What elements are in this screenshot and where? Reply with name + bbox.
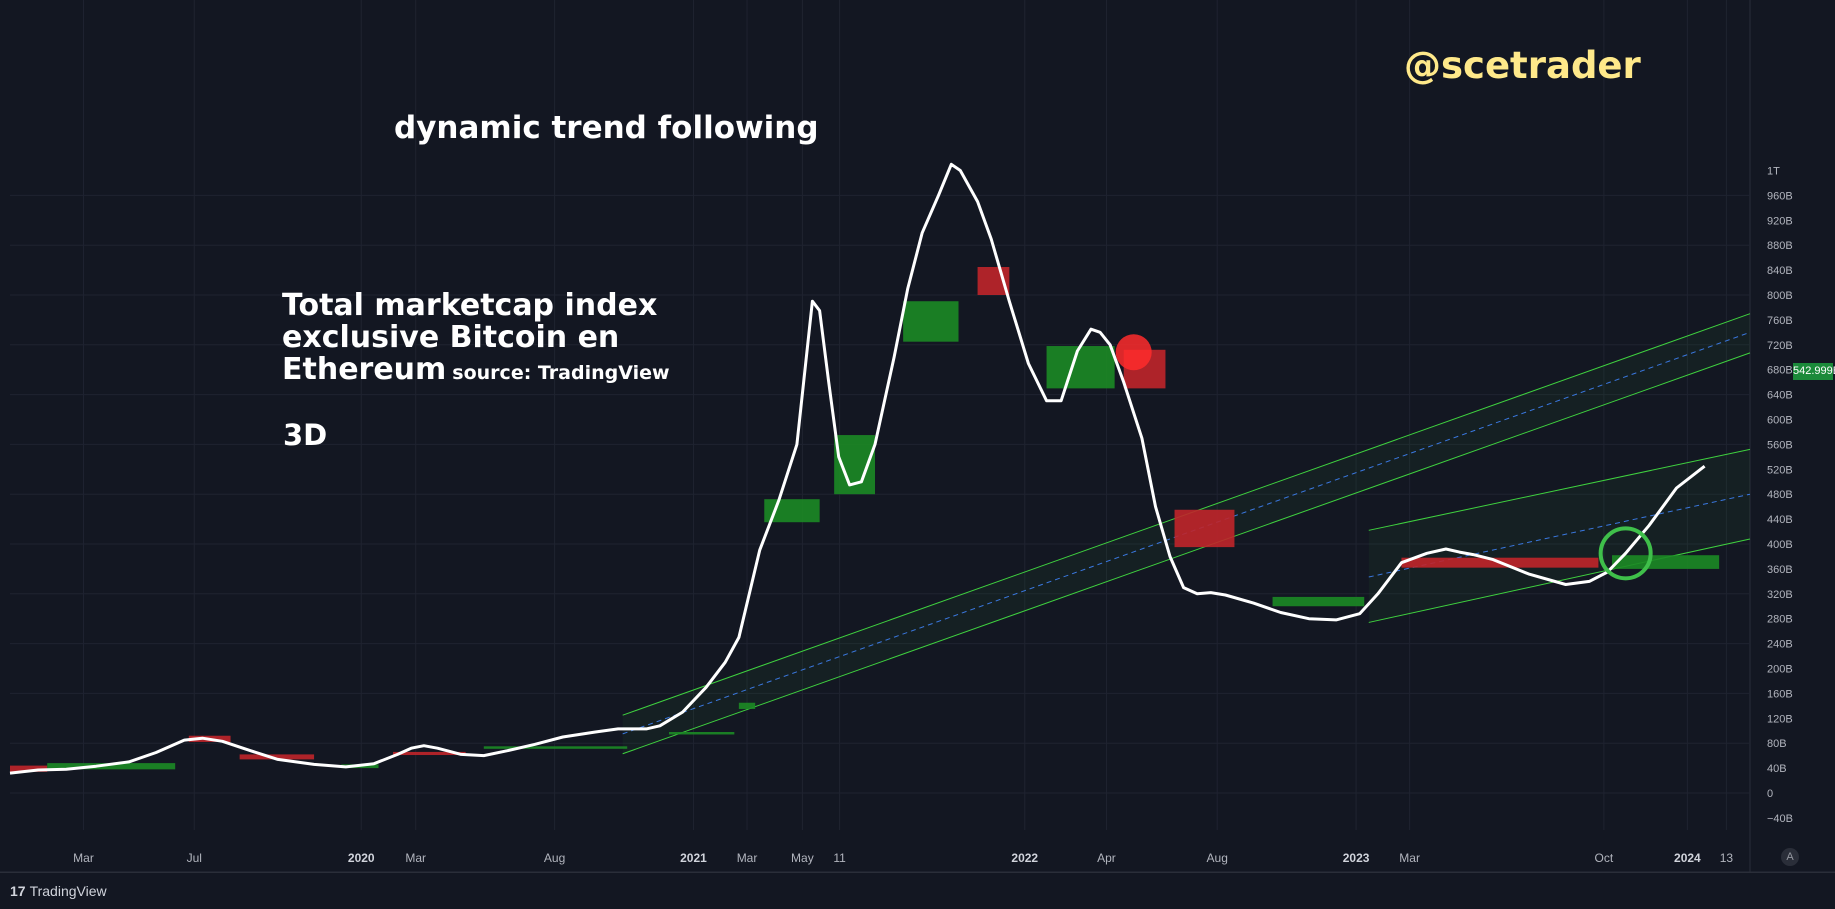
y-tick-label: 200B [1767,664,1793,676]
y-tick-label: −40B [1767,813,1793,825]
signal-markers [1115,334,1653,581]
y-tick-label: 520B [1767,464,1793,476]
footer-bar: 17 TradingView [0,872,1835,909]
y-tick-label: 1T [1767,166,1780,178]
bear-band-segment [239,754,315,760]
x-tick-label: Oct [1595,851,1614,865]
bull-band-segment [668,731,735,735]
price-line [9,162,1706,775]
bear-band-segment [1174,509,1235,548]
index-line-3-wrap: Ethereum source: TradingView [282,354,670,389]
y-tick-label: 160B [1767,688,1793,700]
y-tick-label: 800B [1767,290,1793,302]
author-handle: @scetrader [1404,44,1641,87]
channel-upper-line [1368,448,1751,531]
y-tick-label: 40B [1767,763,1787,775]
x-tick-label: Mar [1399,851,1420,865]
buy-signal-marker [1598,526,1653,581]
strategy-title: dynamic trend following [394,110,819,146]
y-tick-label: 80B [1767,738,1787,750]
tradingview-logo-text: TradingView [29,883,107,899]
channel-lower-line [622,352,1751,755]
y-tick-label: 720B [1767,340,1793,352]
last-price-badge: 542.999B [1793,363,1835,380]
price-line-path [9,162,1706,775]
tradingview-logo-icon: 17 [10,883,26,899]
bull-band-segment [1612,555,1720,569]
y-tick-label: 280B [1767,614,1793,626]
index-line-2: exclusive Bitcoin en [282,320,620,355]
y-tick-label: 120B [1767,713,1793,725]
y-tick-label: 0 [1767,788,1773,800]
y-tick-label: 840B [1767,265,1793,277]
y-tick-label: 360B [1767,564,1793,576]
x-tick-label: Aug [544,851,565,865]
bull-band-segment [903,301,959,342]
x-tick-label: 13 [1720,851,1734,865]
index-line-3: Ethereum [282,352,447,387]
y-tick-label: 320B [1767,589,1793,601]
x-tick-label: May [791,851,814,865]
tradingview-logo[interactable]: 17 TradingView [10,883,107,899]
bull-band-segment [483,746,628,749]
grid-lines [0,0,1835,873]
y-tick-label: 400B [1767,539,1793,551]
index-description: Total marketcap index exclusive Bitcoin … [282,290,670,389]
x-tick-label: Mar [405,851,426,865]
y-tick-label: 440B [1767,514,1793,526]
y-tick-label: 960B [1767,190,1793,202]
y-tick-label: 680B [1767,365,1793,377]
bull-band-segment [47,763,176,770]
price-axis[interactable]: −40B 0 40B 80B 120B 160B 200B 240B 280B 320B 360B 4… [1767,166,1793,825]
channel-fill [1368,449,1750,623]
channel-lower-line [1368,538,1751,623]
x-tick-label: Jul [187,851,202,865]
y-tick-label: 640B [1767,390,1793,402]
bear-band-segment [393,751,466,756]
y-tick-label: 600B [1767,415,1793,427]
y-tick-label: 920B [1767,215,1793,227]
auto-scale-button[interactable]: A [1781,848,1799,866]
y-tick-label: 480B [1767,489,1793,501]
x-tick-label: Apr [1097,851,1116,865]
x-tick-label: 2021 [680,851,707,865]
x-tick-label: 11 [833,851,846,865]
x-tick-label: Mar [73,851,94,865]
y-tick-label: 240B [1767,639,1793,651]
bear-band-segment [10,765,48,772]
sell-signal-marker [1115,334,1152,371]
x-tick-label: 2020 [348,851,375,865]
bull-band-segment [1272,596,1365,607]
source-note: source: TradingView [452,362,670,384]
bull-band-segment [738,702,756,709]
time-axis[interactable]: Mar Jul 2020 Mar Aug 2021 Mar May 11 2022 Apr Aug 20… [73,851,1733,865]
timeframe-label: 3D [283,418,328,452]
x-tick-label: 2022 [1011,851,1038,865]
x-tick-label: 2023 [1343,851,1370,865]
y-tick-label: 880B [1767,240,1793,252]
y-tick-label: 560B [1767,439,1793,451]
x-tick-label: Mar [737,851,758,865]
bull-band-segment [1046,346,1115,389]
x-tick-label: 2024 [1674,851,1701,865]
x-tick-label: Aug [1207,851,1228,865]
index-line-1: Total marketcap index [282,288,658,323]
y-tick-label: 760B [1767,315,1793,327]
